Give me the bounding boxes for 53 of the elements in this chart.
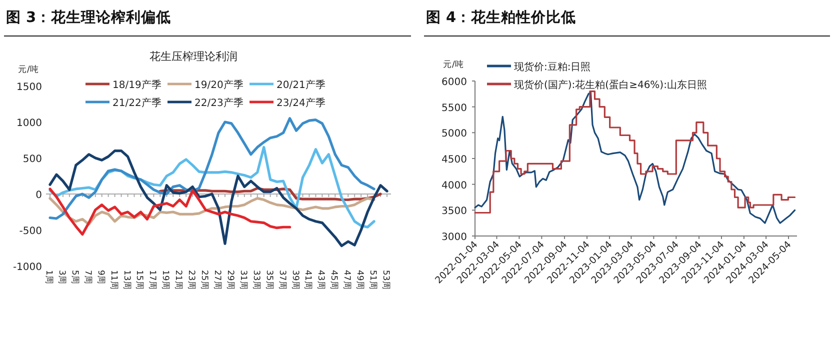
x-tick-label: 23周 <box>186 270 198 290</box>
chart-title: 图 3：花生理论榨利偏低 <box>6 9 172 26</box>
x-tick-label: 15周 <box>134 270 146 290</box>
chart-subtitle: 花生压榨理论利润 <box>150 50 238 63</box>
legend-label: 22/23产季 <box>194 97 244 109</box>
y-tick-label: 1500 <box>16 82 42 93</box>
x-tick-label: 49周 <box>354 270 366 290</box>
legend-label: 18/19产季 <box>112 79 162 91</box>
x-tick-label: 13周 <box>121 270 132 290</box>
y-tick-label: 4000 <box>442 180 467 192</box>
x-tick-label: 33周 <box>250 270 262 290</box>
y-axis-title: 元/吨 <box>443 59 464 70</box>
y-tick-label: 5000 <box>442 128 467 140</box>
x-tick-label: 39周 <box>290 270 301 290</box>
legend-label: 现货价(国产):花生粕(蛋白≥46%):山东日照 <box>514 79 707 91</box>
y-tick-label: 5500 <box>442 102 467 114</box>
x-tick-label: 27周 <box>212 270 223 290</box>
x-tick-label: 45周 <box>328 270 340 290</box>
x-tick-label: 31周 <box>238 270 249 290</box>
legend-label: 现货价:豆粕:日照 <box>514 61 591 73</box>
legend-label: 20/21产季 <box>276 79 326 91</box>
x-tick-label: 37周 <box>276 270 288 290</box>
y-tick-label: -1000 <box>12 262 42 273</box>
x-tick-label: 19周 <box>160 270 172 290</box>
x-tick-label: 43周 <box>316 270 327 290</box>
x-tick-label: 11周 <box>108 270 120 290</box>
x-tick-label: 17周 <box>147 270 158 290</box>
legend-label: 23/24产季 <box>276 97 326 109</box>
x-tick-label: 35周 <box>264 270 275 290</box>
x-tick-label: 5周 <box>69 270 80 284</box>
legend-label: 21/22产季 <box>112 97 162 109</box>
y-tick-label: -500 <box>19 226 42 237</box>
y-tick-label: 3500 <box>442 206 467 218</box>
x-tick-label: 21周 <box>173 270 184 290</box>
y-tick-label: 1000 <box>16 118 42 129</box>
chart-title: 图 4：花生粕性价比低 <box>426 9 576 26</box>
y-tick-label: 4500 <box>442 154 467 166</box>
x-tick-label: 47周 <box>342 270 353 290</box>
y-tick-label: 0 <box>36 190 42 201</box>
x-tick-label: 9周 <box>95 270 106 284</box>
x-tick-label: 41周 <box>302 270 314 290</box>
y-tick-label: 6000 <box>442 77 467 88</box>
legend-label: 19/20产季 <box>194 79 244 91</box>
x-tick-label: 1周 <box>44 270 54 284</box>
x-tick-label: 53周 <box>380 270 392 290</box>
y-axis-title: 元/吨 <box>18 64 39 75</box>
y-tick-label: 3000 <box>442 232 467 243</box>
x-tick-label: 25周 <box>199 270 210 290</box>
x-tick-label: 7周 <box>82 270 94 284</box>
x-tick-label: 29周 <box>224 270 236 290</box>
x-tick-label: 51周 <box>368 270 379 290</box>
y-tick-label: 500 <box>22 154 42 165</box>
x-tick-label: 3周 <box>56 270 68 284</box>
